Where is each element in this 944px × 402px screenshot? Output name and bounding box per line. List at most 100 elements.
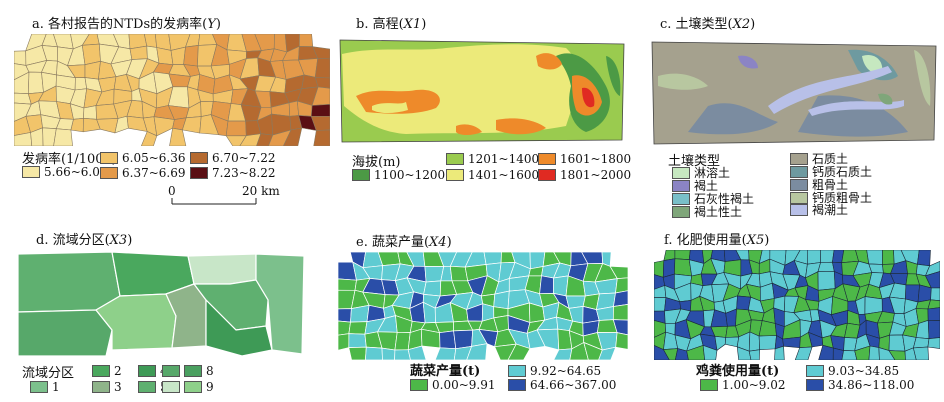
elevation-legend-item-5: 1801~2000 xyxy=(538,168,631,182)
map-cell xyxy=(14,132,33,146)
map-cell xyxy=(817,271,836,291)
legend-swatch xyxy=(184,365,202,377)
incidence-legend-item-5: 7.23~8.22 xyxy=(190,166,276,180)
watershed-legend-item-8: 8 xyxy=(184,364,214,378)
elevation-legend-item-3: 1401~1600 xyxy=(446,168,539,182)
map-cell xyxy=(53,128,73,146)
map-cell xyxy=(609,265,628,279)
map-cell xyxy=(483,252,502,265)
map-cell xyxy=(913,337,930,349)
map-cell xyxy=(30,127,44,146)
map-cell xyxy=(598,346,617,360)
soil-legend-item-7: 粗骨土 xyxy=(790,176,848,193)
map-cell xyxy=(268,129,292,146)
map-cell xyxy=(615,332,628,350)
legend-swatch xyxy=(700,379,718,391)
map-cell xyxy=(466,343,488,360)
map-cell xyxy=(312,46,330,60)
map-cell xyxy=(702,344,718,360)
fertilizer-legend-item-2: 9.03~34.85 xyxy=(806,364,899,378)
map-cell xyxy=(553,348,573,360)
map-cell xyxy=(394,349,411,360)
map-cell xyxy=(381,347,396,360)
map-cell xyxy=(913,346,929,360)
map-cell xyxy=(888,350,906,360)
map-cell xyxy=(613,290,628,307)
map-cell xyxy=(314,58,330,79)
map-cell xyxy=(434,347,457,360)
map-cell xyxy=(774,345,785,360)
map-cell xyxy=(169,127,187,146)
legend-swatch xyxy=(162,381,180,393)
map-cell xyxy=(310,103,330,117)
soil-legend-item-3: 石灰性褐土 xyxy=(672,190,754,207)
panel-d-title: d. 流域分区(X3) xyxy=(36,233,133,248)
map-cell xyxy=(817,261,835,273)
watershed-legend-item-2: 2 xyxy=(92,364,122,378)
watershed-map xyxy=(17,251,305,357)
map-cell xyxy=(736,346,752,360)
legend-swatch xyxy=(672,179,690,192)
legend-swatch xyxy=(672,192,690,205)
vegetable-legend-item-1: 0.00~9.91 xyxy=(410,378,496,392)
map-cell xyxy=(539,275,554,295)
map-cell xyxy=(806,250,822,265)
map-cell xyxy=(338,278,357,291)
legend-swatch xyxy=(790,191,808,204)
soil-legend-item-8: 钙质粗骨土 xyxy=(790,189,872,206)
incidence-map xyxy=(14,34,330,146)
map-cell xyxy=(882,250,895,265)
watershed-legend-item-1: 1 xyxy=(30,380,60,394)
fertilizer-legend-title: 鸡粪使用量(t) xyxy=(696,364,780,379)
legend-swatch xyxy=(790,152,808,165)
elevation-legend-item-4: 1601~1800 xyxy=(538,152,631,166)
map-cell xyxy=(724,336,740,348)
incidence-legend-item-1: 5.66~6.04 xyxy=(22,165,108,179)
legend-swatch xyxy=(806,379,824,391)
map-cell xyxy=(153,116,175,137)
scale-bar xyxy=(171,198,257,205)
map-cell xyxy=(925,271,940,289)
map-cell xyxy=(348,346,367,360)
map-cell xyxy=(140,131,158,146)
legend-swatch xyxy=(138,381,156,393)
map-cell xyxy=(493,290,510,310)
legend-swatch xyxy=(790,203,808,216)
legend-swatch xyxy=(410,379,428,391)
fertilizer-map xyxy=(654,250,940,360)
soil-legend-item-5: 石质土 xyxy=(790,150,848,167)
panel-b-title: b. 高程(X1) xyxy=(356,17,427,32)
vegetable-legend-title: 蔬菜产量(t) xyxy=(410,364,481,379)
map-cell xyxy=(348,321,368,335)
map-cell xyxy=(14,50,27,66)
map-cell xyxy=(313,129,330,146)
legend-swatch xyxy=(538,169,556,181)
map-cell xyxy=(832,347,844,360)
map-cell xyxy=(453,329,474,350)
map-cell xyxy=(864,296,883,315)
fertilizer-legend-item-3: 34.86~118.00 xyxy=(806,378,914,392)
legend-swatch xyxy=(162,365,180,377)
scale-distance-label: 20 km xyxy=(242,184,280,198)
watershed-legend-title: 流域分区 xyxy=(22,366,75,381)
legend-swatch xyxy=(508,379,526,391)
map-cell xyxy=(156,47,174,66)
incidence-legend-title: 发病率(1/1000) xyxy=(22,152,117,167)
map-cell xyxy=(420,328,441,349)
map-cell xyxy=(686,344,706,360)
map-cell xyxy=(439,330,457,350)
map-cell xyxy=(348,333,367,348)
map-cell xyxy=(868,345,880,360)
watershed-legend-item-9: 9 xyxy=(184,380,214,394)
map-cell xyxy=(583,341,603,360)
soil-legend-item-4: 褐土性土 xyxy=(672,203,742,220)
watershed-legend-item-3: 3 xyxy=(92,380,122,394)
map-cell xyxy=(283,127,303,146)
legend-swatch xyxy=(538,153,556,165)
legend-swatch xyxy=(22,166,40,178)
map-cell xyxy=(841,350,858,360)
legend-swatch xyxy=(184,381,202,393)
legend-swatch xyxy=(790,178,808,191)
map-cell xyxy=(74,77,88,91)
map-cell xyxy=(904,347,917,360)
